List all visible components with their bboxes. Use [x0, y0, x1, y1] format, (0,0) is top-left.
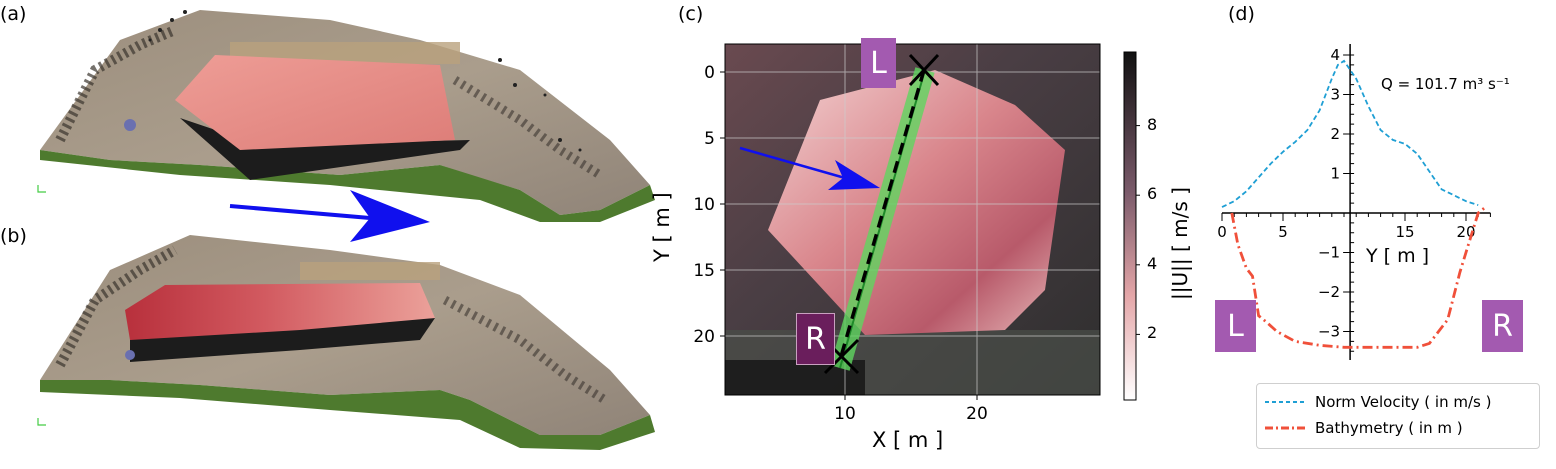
profile-ytick-label: −2	[1318, 283, 1340, 301]
map-ytick-label: 10	[693, 195, 715, 215]
discharge-annotation: Q = 101.7 m³ s⁻¹	[1381, 75, 1510, 93]
profile-ytick-label: −3	[1318, 323, 1340, 341]
colorbar-tick-label: 4	[1147, 253, 1158, 273]
profile-xlabel: Y [ m ]	[1366, 245, 1430, 267]
map-flow-arrow	[739, 146, 846, 180]
map-bank-right-badge: R	[796, 313, 835, 365]
panel-label-b: (b)	[0, 225, 27, 247]
legend-label-velocity: Norm Velocity ( in m/s )	[1315, 393, 1492, 411]
legend-item-bathymetry: Bathymetry ( in m )	[1265, 417, 1463, 439]
pointcloud-b	[37, 235, 655, 450]
map-frame	[724, 43, 1101, 396]
map-xtick-label: 20	[966, 404, 988, 424]
profile-ytick-label: 4	[1331, 46, 1341, 64]
profile-ytick-label: 3	[1331, 86, 1341, 104]
panel-label-a: (a)	[0, 3, 27, 25]
map-ytick-label: 15	[693, 261, 715, 281]
map-ytick-label: 5	[704, 129, 715, 149]
colorbar-label: ||U|| [ m/s ]	[1168, 187, 1192, 300]
map-ylabel: Y [ m ]	[650, 192, 674, 262]
transect-line	[838, 69, 926, 361]
profile-xtick-label: 15	[1395, 223, 1414, 241]
colorbar-tick-label: 6	[1147, 184, 1158, 204]
map-xlabel: X [ m ]	[872, 428, 944, 452]
map-bank-left-badge: L	[861, 38, 896, 88]
legend-label-bathymetry: Bathymetry ( in m )	[1315, 419, 1463, 437]
panel-label-d: (d)	[1228, 3, 1255, 25]
panel-label-c: (c)	[678, 3, 704, 25]
legend: Norm Velocity ( in m/s ) Bathymetry ( in…	[1256, 383, 1540, 449]
profile-xtick-label: 5	[1278, 223, 1288, 241]
profile-ytick-label: 2	[1331, 125, 1341, 143]
colorbar-tick-label: 8	[1147, 114, 1158, 134]
pointcloud-views	[37, 10, 655, 450]
colorbar	[1123, 51, 1137, 401]
flow-direction-arrow	[229, 190, 430, 242]
bathymetry-line	[1230, 206, 1487, 349]
map-flow-arrowhead	[828, 160, 880, 190]
transect-end-left	[908, 53, 940, 87]
map-ytick-label: 0	[704, 63, 715, 83]
profile-ytick-label: −1	[1318, 244, 1340, 262]
velocity-field	[768, 70, 1065, 335]
velocity-map-panel: 0 5 10 15 20 10 20	[693, 43, 1140, 424]
pointcloud-a	[37, 10, 655, 222]
profile-bank-left-badge: L	[1215, 300, 1256, 352]
colorbar-tick-label: 2	[1147, 323, 1158, 343]
velocity-line	[1221, 59, 1479, 208]
profile-bank-right-badge: R	[1482, 300, 1523, 352]
profile-ytick-label: 1	[1331, 165, 1341, 183]
map-xtick-label: 10	[834, 404, 856, 424]
legend-item-velocity: Norm Velocity ( in m/s )	[1265, 391, 1491, 413]
map-ytick-label: 20	[693, 327, 715, 347]
profile-xtick-label: 0	[1217, 223, 1227, 241]
